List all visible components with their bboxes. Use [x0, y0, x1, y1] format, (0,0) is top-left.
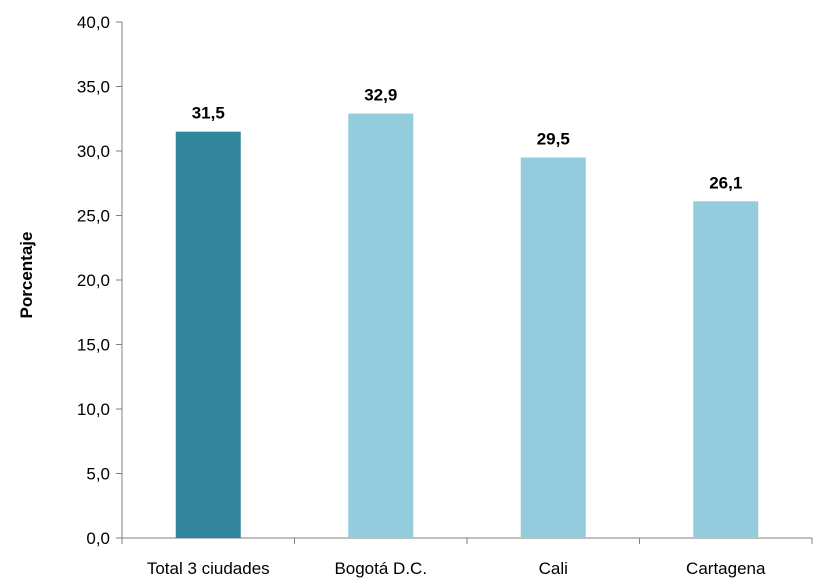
bar [520, 157, 586, 538]
bar [693, 201, 759, 538]
bars [175, 113, 759, 538]
y-tick-label: 5,0 [86, 465, 110, 484]
y-axis-title: Porcentaje [17, 232, 36, 319]
bar [175, 131, 241, 538]
y-tick-label: 25,0 [77, 207, 110, 226]
x-category-label: Cartagena [686, 559, 766, 578]
y-tick-label: 35,0 [77, 78, 110, 97]
x-category-label: Cali [539, 559, 568, 578]
y-tick-label: 0,0 [86, 529, 110, 548]
y-tick-label: 20,0 [77, 271, 110, 290]
y-tick-label: 15,0 [77, 336, 110, 355]
y-axis: 0,0 5,0 10,0 15,0 20,0 25,0 30,0 35,0 40,0 [77, 13, 123, 548]
x-category-label: Bogotá D.C. [334, 559, 427, 578]
bar-value-label: 32,9 [364, 86, 397, 105]
y-tick-label: 10,0 [77, 400, 110, 419]
x-category-label: Total 3 ciudades [147, 559, 270, 578]
bar [348, 113, 414, 538]
bar-value-label: 26,1 [709, 173, 742, 192]
bar-value-label: 29,5 [537, 129, 570, 148]
bar-value-label: 31,5 [192, 104, 225, 123]
y-tick-label: 40,0 [77, 13, 110, 32]
data-labels: 31,5 32,9 29,5 26,1 [192, 86, 743, 193]
y-tick-label: 30,0 [77, 142, 110, 161]
x-axis: Total 3 ciudades Bogotá D.C. Cali Cartagena [121, 537, 813, 578]
